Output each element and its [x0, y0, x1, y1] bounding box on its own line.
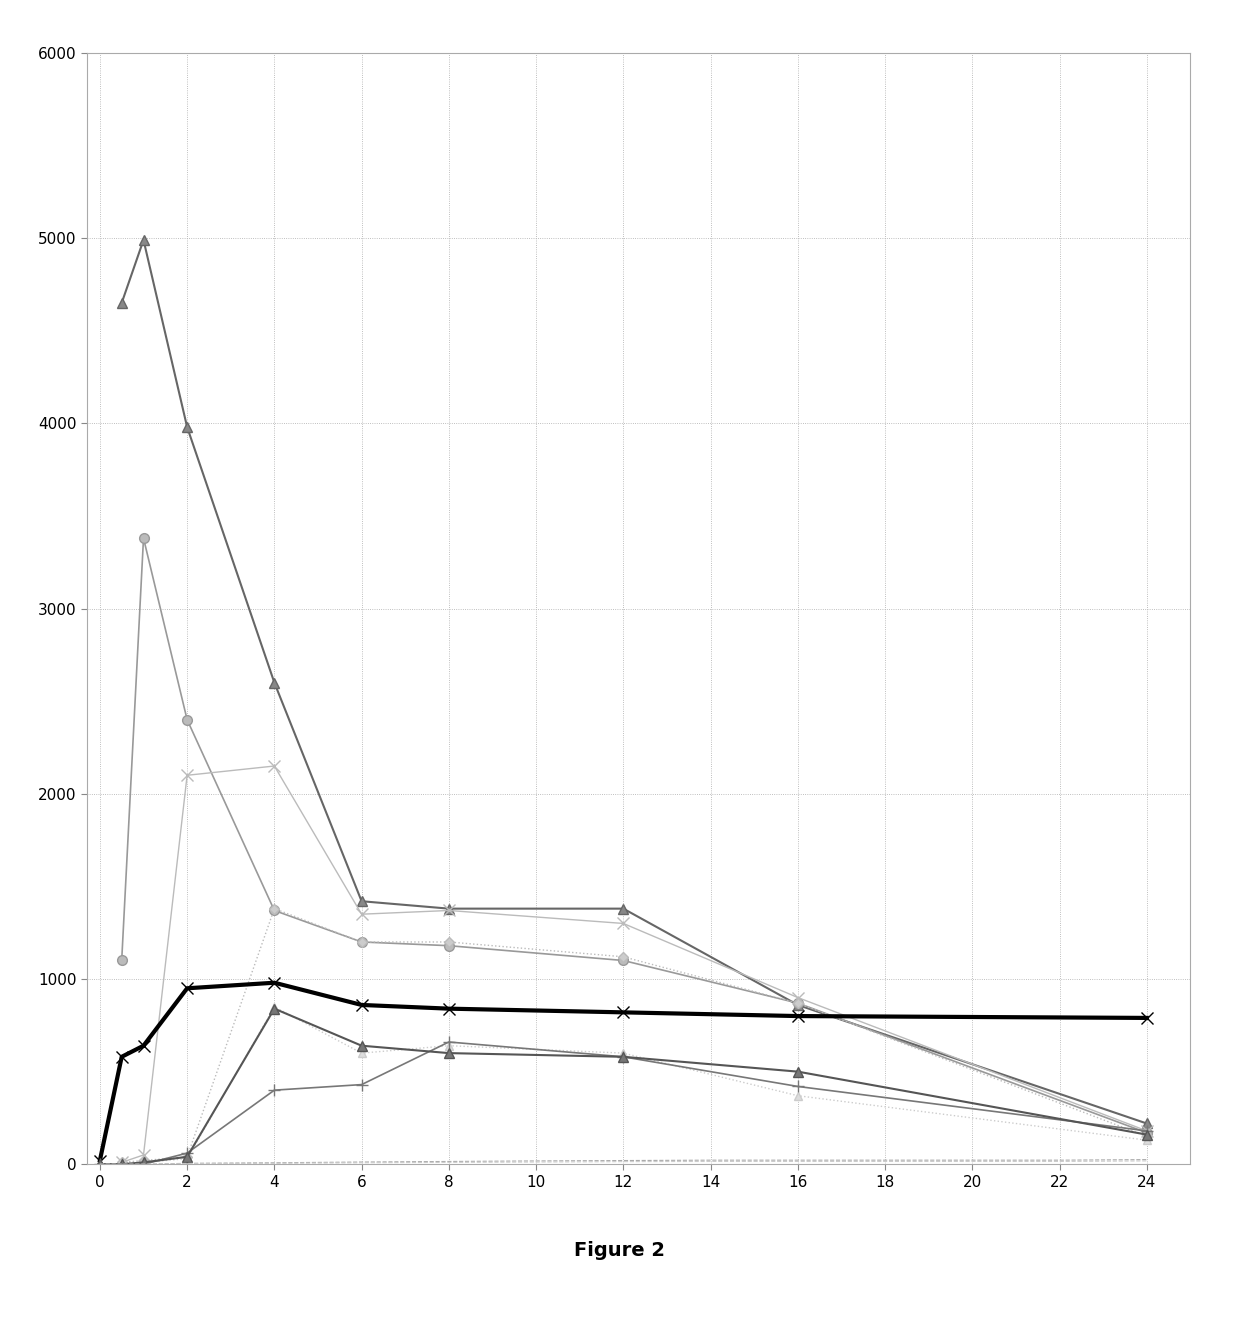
- Text: Figure 2: Figure 2: [574, 1241, 666, 1259]
